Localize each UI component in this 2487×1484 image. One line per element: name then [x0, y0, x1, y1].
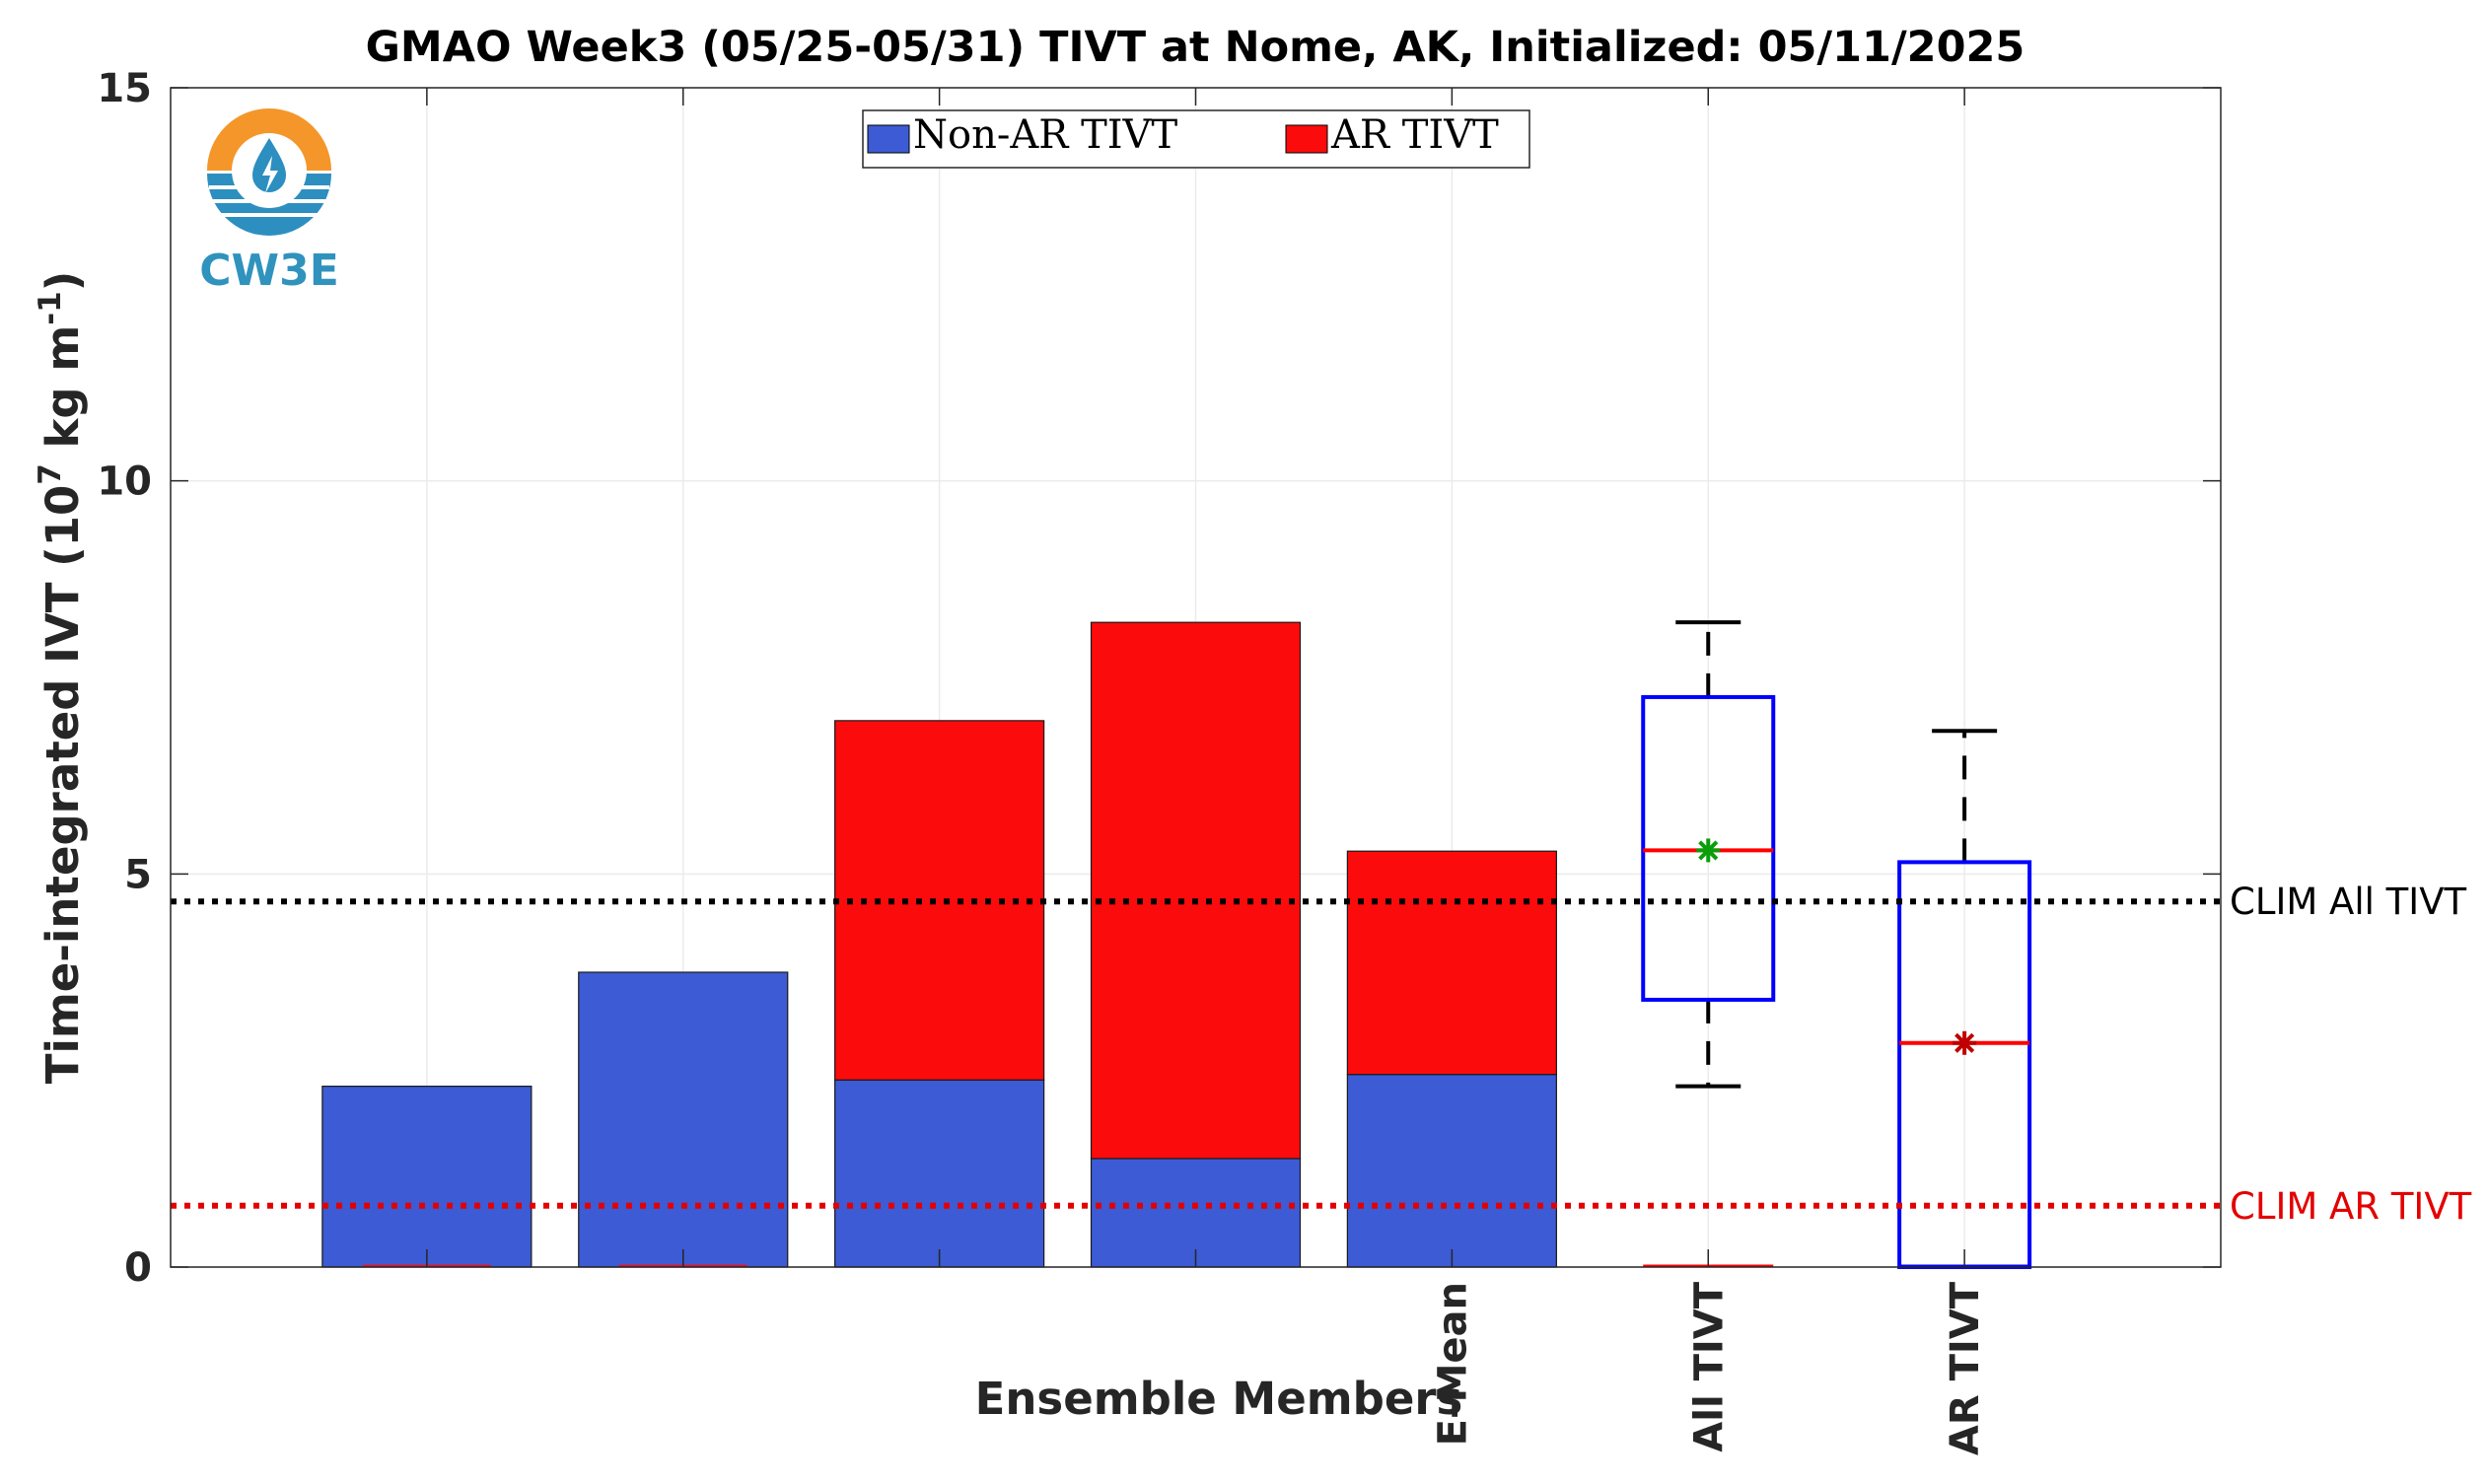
legend-swatch-non-ar [867, 124, 910, 154]
legend: Non-AR TIVT AR TIVT [862, 109, 1530, 169]
legend-label-ar: AR TIVT [1330, 112, 1499, 158]
bar-non-ar [1090, 1158, 1302, 1268]
bar-non-ar [834, 1079, 1045, 1268]
x-tick-label: All TIVT [1686, 1281, 1732, 1451]
x-tick-label: AR TIVT [1943, 1281, 1988, 1455]
bar-ar [1090, 621, 1302, 1160]
y-ticks: 0 5 10 15 [97, 66, 2221, 1291]
bar-ar [834, 720, 1045, 1081]
y-axis-label: Time-integrated IVT (107 kg m-1) [33, 271, 89, 1084]
cw3e-logo: CW3E [199, 108, 339, 296]
legend-label-non-ar: Non-AR TIVT [913, 112, 1177, 158]
y-tick-label: 10 [97, 459, 152, 505]
legend-swatch-ar [1285, 124, 1328, 154]
clim-ar-label: CLIM AR TIVT [2230, 1185, 2472, 1228]
x-tick-labels: E-Mean All TIVT AR TIVT [1430, 1281, 1988, 1455]
reference-lines: CLIM All TIVT CLIM AR TIVT [171, 881, 2472, 1228]
lightning-icon [262, 156, 278, 193]
y-tick-label: 0 [124, 1245, 152, 1291]
bar-non-ar [578, 971, 789, 1268]
x-tick-label: E-Mean [1430, 1282, 1475, 1446]
chart-title: GMAO Week3 (05/25-05/31) TIVT at Nome, A… [366, 23, 2025, 72]
mean-stroke [1698, 840, 1719, 861]
legend-box [862, 109, 1530, 169]
boxplots [1641, 620, 2032, 1270]
y-tick-label: 15 [97, 66, 152, 111]
y-tick-label: 5 [124, 852, 152, 897]
mean-stroke [1954, 1032, 1975, 1053]
bars [321, 621, 1557, 1268]
logo-text: CW3E [199, 246, 339, 296]
bar-non-ar [321, 1086, 533, 1268]
x-axis-label: Ensemble Members [975, 1373, 1463, 1425]
bar-non-ar [1346, 1074, 1557, 1268]
box-mean-marker [1696, 838, 1721, 863]
bar-ar [1346, 850, 1557, 1076]
box-mean-marker [1953, 1030, 1977, 1055]
clim-all-label: CLIM All TIVT [2230, 881, 2467, 923]
